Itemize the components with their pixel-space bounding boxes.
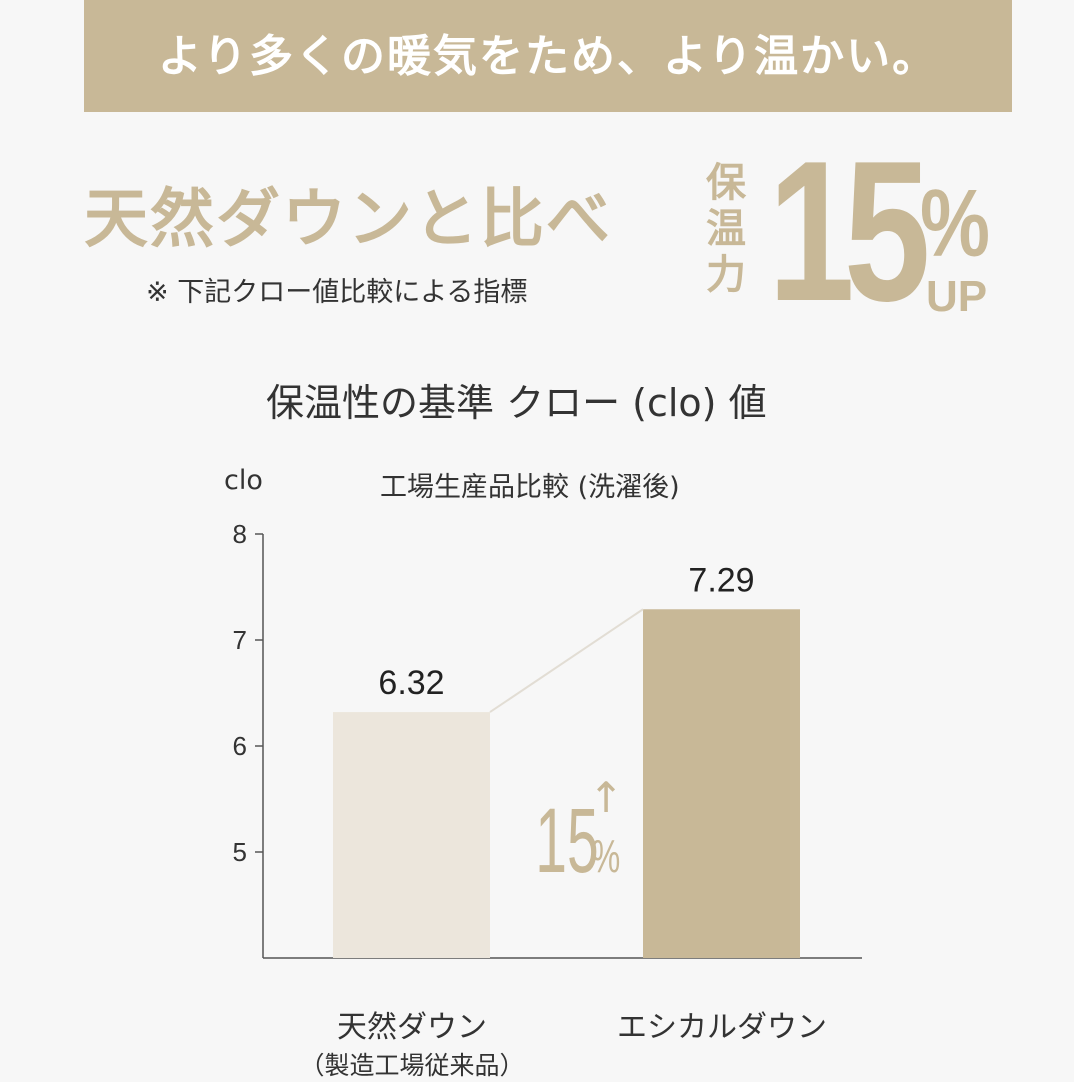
bar — [333, 712, 490, 958]
banner-text: より多くの暖気をため、より温かい。 — [157, 31, 939, 82]
increase-annotation-number: 15 — [535, 790, 598, 892]
y-axis-unit-label: clo — [224, 465, 263, 496]
vertical-char: 温 — [706, 206, 746, 252]
y-tick-label: 8 — [233, 519, 247, 549]
category-label-natural-down: 天然ダウン — [337, 1010, 487, 1045]
chart-title: 保温性の基準 クロー (clo) 値 — [266, 381, 767, 425]
chart-subtitle: 工場生産品比較 (洗濯後) — [380, 472, 680, 503]
bar-value-label: 7.29 — [688, 561, 754, 599]
big-percent-number: 15 — [768, 120, 931, 343]
connector-line — [489, 608, 644, 713]
bar — [643, 609, 800, 958]
vertical-char: 力 — [706, 252, 746, 298]
increase-annotation-percent: % — [592, 831, 621, 882]
y-tick-label: 7 — [233, 625, 247, 655]
category-label-ethical-down: エシカルダウン — [617, 1010, 827, 1045]
footnote-note: ※ 下記クロー値比較による指標 — [146, 277, 528, 308]
big-up-label: UP — [926, 272, 988, 321]
bar-value-label: 6.32 — [378, 664, 444, 702]
big-percent-sign: % — [920, 170, 990, 277]
y-tick-label: 6 — [233, 731, 247, 761]
category-note: （製造工場従来品） — [299, 1051, 525, 1080]
heat-retention-vertical-label: 保 温 力 — [704, 160, 748, 298]
y-tick-label: 5 — [233, 837, 247, 867]
up-arrow-icon: ↑ — [588, 773, 623, 822]
compare-heading: 天然ダウンと比べ — [84, 183, 612, 257]
vertical-char: 保 — [706, 160, 746, 206]
headline-banner: より多くの暖気をため、より温かい。 — [84, 0, 1012, 112]
